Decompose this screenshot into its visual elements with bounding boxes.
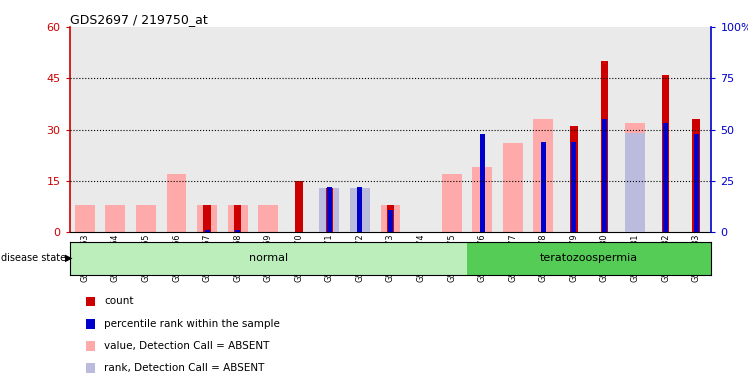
Text: count: count xyxy=(104,296,133,306)
Bar xyxy=(105,205,126,232)
Bar xyxy=(258,205,278,232)
Bar xyxy=(541,142,546,232)
Bar xyxy=(625,133,645,232)
Bar xyxy=(601,61,608,232)
Bar xyxy=(319,188,340,232)
Bar xyxy=(693,134,699,232)
Bar xyxy=(136,205,156,232)
Bar xyxy=(70,242,467,275)
Bar xyxy=(191,27,222,232)
Bar xyxy=(533,119,554,232)
Text: percentile rank within the sample: percentile rank within the sample xyxy=(104,319,280,329)
Bar xyxy=(167,174,186,232)
Bar xyxy=(295,181,303,232)
Bar xyxy=(325,188,333,232)
Bar xyxy=(235,230,240,232)
Bar xyxy=(571,142,576,232)
Bar xyxy=(327,187,332,232)
Text: normal: normal xyxy=(248,253,288,263)
Text: GDS2697 / 219750_at: GDS2697 / 219750_at xyxy=(70,13,207,26)
Bar xyxy=(131,27,162,232)
Bar xyxy=(314,27,345,232)
Bar xyxy=(358,187,362,232)
Text: rank, Detection Call = ABSENT: rank, Detection Call = ABSENT xyxy=(104,363,264,373)
Bar xyxy=(197,205,217,232)
Bar xyxy=(162,27,191,232)
Bar xyxy=(692,119,700,232)
Bar xyxy=(570,126,577,232)
Bar xyxy=(619,27,650,232)
Bar xyxy=(283,27,314,232)
Bar xyxy=(650,27,681,232)
Bar xyxy=(503,143,523,232)
Bar xyxy=(467,27,497,232)
Bar xyxy=(602,119,607,232)
Text: teratozoospermia: teratozoospermia xyxy=(540,253,638,263)
Bar xyxy=(75,205,95,232)
Bar xyxy=(100,27,131,232)
Bar xyxy=(405,27,436,232)
Bar xyxy=(472,167,492,232)
Bar xyxy=(222,27,253,232)
Bar xyxy=(497,27,528,232)
Bar xyxy=(203,205,211,232)
Bar xyxy=(528,27,559,232)
Bar xyxy=(253,27,283,232)
Bar xyxy=(234,205,242,232)
Bar xyxy=(388,210,393,232)
Bar xyxy=(441,174,462,232)
Bar xyxy=(350,188,370,232)
Bar xyxy=(205,230,209,232)
Text: disease state: disease state xyxy=(1,253,66,263)
Bar xyxy=(381,205,400,232)
Bar xyxy=(681,27,711,232)
Bar xyxy=(662,75,669,232)
Bar xyxy=(625,123,645,232)
Text: value, Detection Call = ABSENT: value, Detection Call = ABSENT xyxy=(104,341,269,351)
Bar xyxy=(345,27,375,232)
Text: ▶: ▶ xyxy=(65,253,73,263)
Bar xyxy=(467,242,711,275)
Bar xyxy=(70,27,100,232)
Bar xyxy=(227,205,248,232)
Bar xyxy=(589,27,619,232)
Bar xyxy=(350,188,370,232)
Bar xyxy=(479,134,485,232)
Bar xyxy=(375,27,405,232)
Bar xyxy=(559,27,589,232)
Bar xyxy=(436,27,467,232)
Bar xyxy=(663,123,668,232)
Bar xyxy=(387,205,394,232)
